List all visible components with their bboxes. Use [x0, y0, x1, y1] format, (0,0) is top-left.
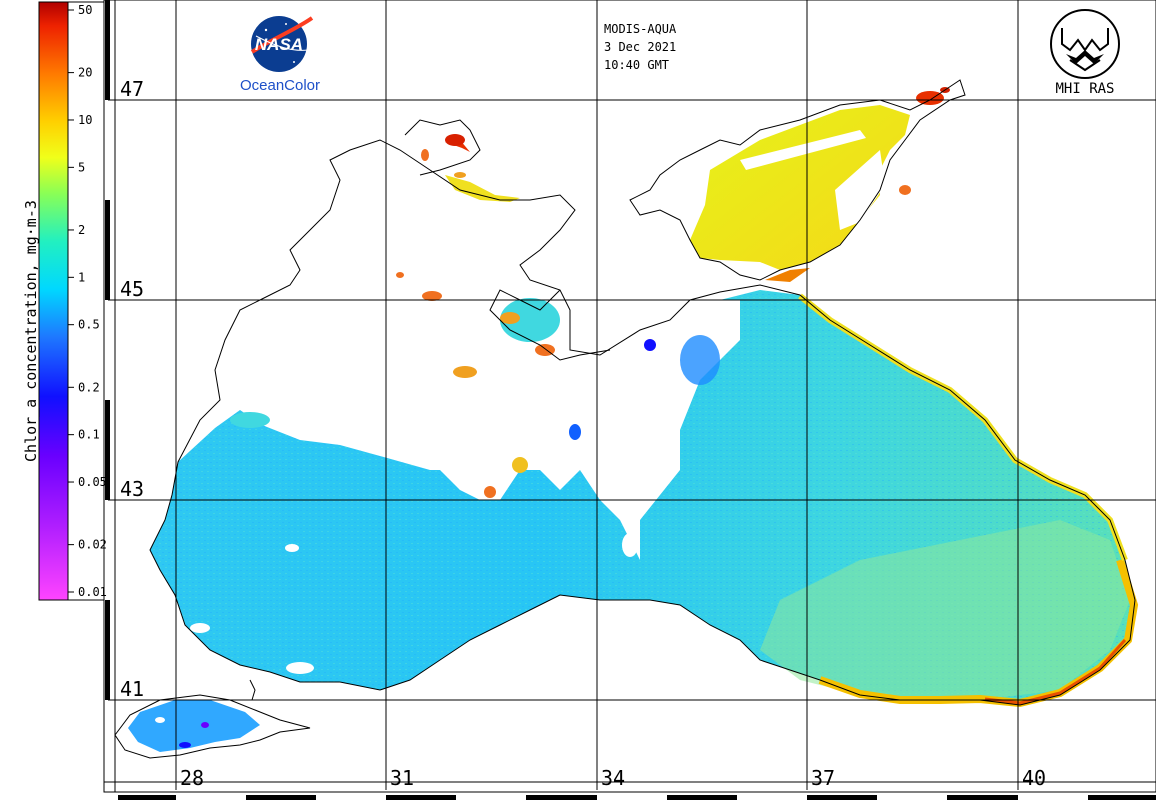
colorbar-tick-label: 50	[78, 3, 92, 17]
image-header: MODIS-AQUA 3 Dec 2021 10:40 GMT	[604, 20, 784, 74]
acquisition-time: 10:40 GMT	[604, 58, 670, 72]
lat-label-45: 45	[120, 277, 144, 301]
left-scale-bar	[105, 0, 110, 700]
colorbar-tick-label: 0.02	[78, 538, 107, 552]
lon-label-31: 31	[390, 766, 414, 790]
nasa-logo-text: NASA	[255, 35, 303, 54]
marmara-sea-water	[128, 700, 260, 752]
mhi-emblem-icon	[1050, 9, 1120, 79]
marmara-dark-patches	[155, 717, 209, 748]
cloud-holes	[190, 533, 638, 674]
colorbar-tick-label: 0.05	[78, 475, 107, 489]
colorbar-tick-label: 5	[78, 160, 85, 174]
lon-label-34: 34	[601, 766, 625, 790]
northwest-shelf-patches	[421, 134, 520, 202]
colorbar-tick-label: 0.2	[78, 380, 100, 394]
lat-label-43: 43	[120, 477, 144, 501]
nasa-logo: NASA OceanColor	[240, 16, 320, 94]
azov-cloud-streak	[740, 130, 866, 170]
lat-label-41: 41	[120, 677, 144, 701]
colorbar-tick-label: 0.1	[78, 428, 100, 442]
colorbar-gradient	[38, 1, 69, 601]
lat-label-47: 47	[120, 77, 144, 101]
odessa-coast-detail	[404, 119, 481, 176]
graticule	[108, 0, 1156, 790]
colorbar-tick-label: 10	[78, 113, 92, 127]
longitude-labels: 28 31 34 37 40	[180, 766, 1046, 790]
colorbar-tick-label: 0.01	[78, 585, 107, 599]
black-sea-coastline	[149, 139, 1136, 706]
colorbar-ticks: 50 20 10 5 2 1 0.5 0.2 0.1 0.05 0.02 0.01	[68, 3, 107, 599]
marmara-coastline	[114, 694, 311, 759]
colorbar-tick-label: 0.5	[78, 318, 100, 332]
colorbar-label: Chlor_a concentration, mg·m-3	[22, 200, 40, 462]
lon-label-40: 40	[1022, 766, 1046, 790]
sea-of-azov-water	[690, 105, 910, 270]
eastern-high-chl-zone	[760, 520, 1130, 700]
lon-label-28: 28	[180, 766, 204, 790]
oceancolor-text: OceanColor	[240, 77, 320, 94]
colorbar: 50 20 10 5 2 1 0.5 0.2 0.1 0.05 0.02 0.01	[38, 1, 107, 601]
southeast-coastal-rim-red	[984, 639, 1127, 705]
colorbar-tick-label: 2	[78, 223, 85, 237]
crimea-coastline	[489, 289, 611, 361]
sensor-name: MODIS-AQUA	[604, 22, 677, 36]
mhi-ras-text: MHI RAS	[1055, 81, 1114, 97]
latitude-labels: 47 45 43 41	[120, 77, 144, 701]
bosporus-coast	[249, 679, 256, 701]
mhi-ras-logo: MHI RAS	[1050, 9, 1120, 97]
azov-cloud-right	[835, 150, 885, 230]
colorbar-tick-label: 1	[78, 270, 85, 284]
lon-label-37: 37	[811, 766, 835, 790]
colorbar-tick-label: 20	[78, 66, 92, 80]
acquisition-date: 3 Dec 2021	[604, 40, 677, 54]
bottom-scale-bar	[118, 795, 1156, 800]
